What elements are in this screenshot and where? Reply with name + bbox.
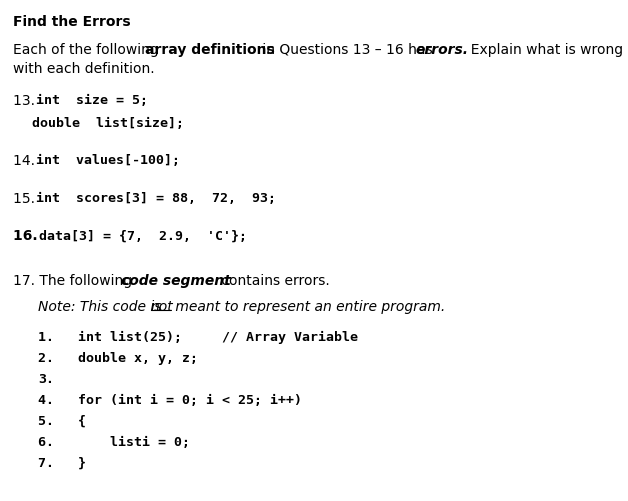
Text: contains errors.: contains errors. <box>217 274 330 288</box>
Text: 2.   double x, y, z;: 2. double x, y, z; <box>38 352 198 365</box>
Text: 3.: 3. <box>38 373 55 386</box>
Text: double  list[size];: double list[size]; <box>32 117 184 130</box>
Text: code segment: code segment <box>121 274 231 288</box>
Text: 15.: 15. <box>13 192 39 206</box>
Text: 6.       listi = 0;: 6. listi = 0; <box>38 436 190 449</box>
Text: 17. The following: 17. The following <box>13 274 136 288</box>
Text: 13.: 13. <box>13 94 39 108</box>
Text: 4.   for (int i = 0; i < 25; i++): 4. for (int i = 0; i < 25; i++) <box>38 394 303 407</box>
Text: 14.: 14. <box>13 154 39 168</box>
Text: int  scores[3] = 88,  72,  93;: int scores[3] = 88, 72, 93; <box>36 192 276 205</box>
Text: Explain what is wrong: Explain what is wrong <box>462 43 623 57</box>
Text: 1.   int list(25);     // Array Variable: 1. int list(25); // Array Variable <box>38 331 359 344</box>
Text: 16.: 16. <box>13 229 42 243</box>
Text: with each definition.: with each definition. <box>13 62 154 76</box>
Text: Find the Errors: Find the Errors <box>13 15 131 29</box>
Text: int  size = 5;: int size = 5; <box>36 94 148 107</box>
Text: 7.   }: 7. } <box>38 457 87 470</box>
Text: int  values[-100];: int values[-100]; <box>36 154 180 167</box>
Text: meant to represent an entire program.: meant to represent an entire program. <box>171 300 445 314</box>
Text: 5.   {: 5. { <box>38 415 87 428</box>
Text: data[3] = {7,  2.9,  'C'};: data[3] = {7, 2.9, 'C'}; <box>39 229 247 242</box>
Text: errors.: errors. <box>416 43 468 57</box>
Text: Note: This code is: Note: This code is <box>38 300 166 314</box>
Text: not: not <box>151 300 173 314</box>
Text: in Questions 13 – 16 has: in Questions 13 – 16 has <box>258 43 438 57</box>
Text: array definitions: array definitions <box>144 43 274 57</box>
Text: Each of the following: Each of the following <box>13 43 163 57</box>
